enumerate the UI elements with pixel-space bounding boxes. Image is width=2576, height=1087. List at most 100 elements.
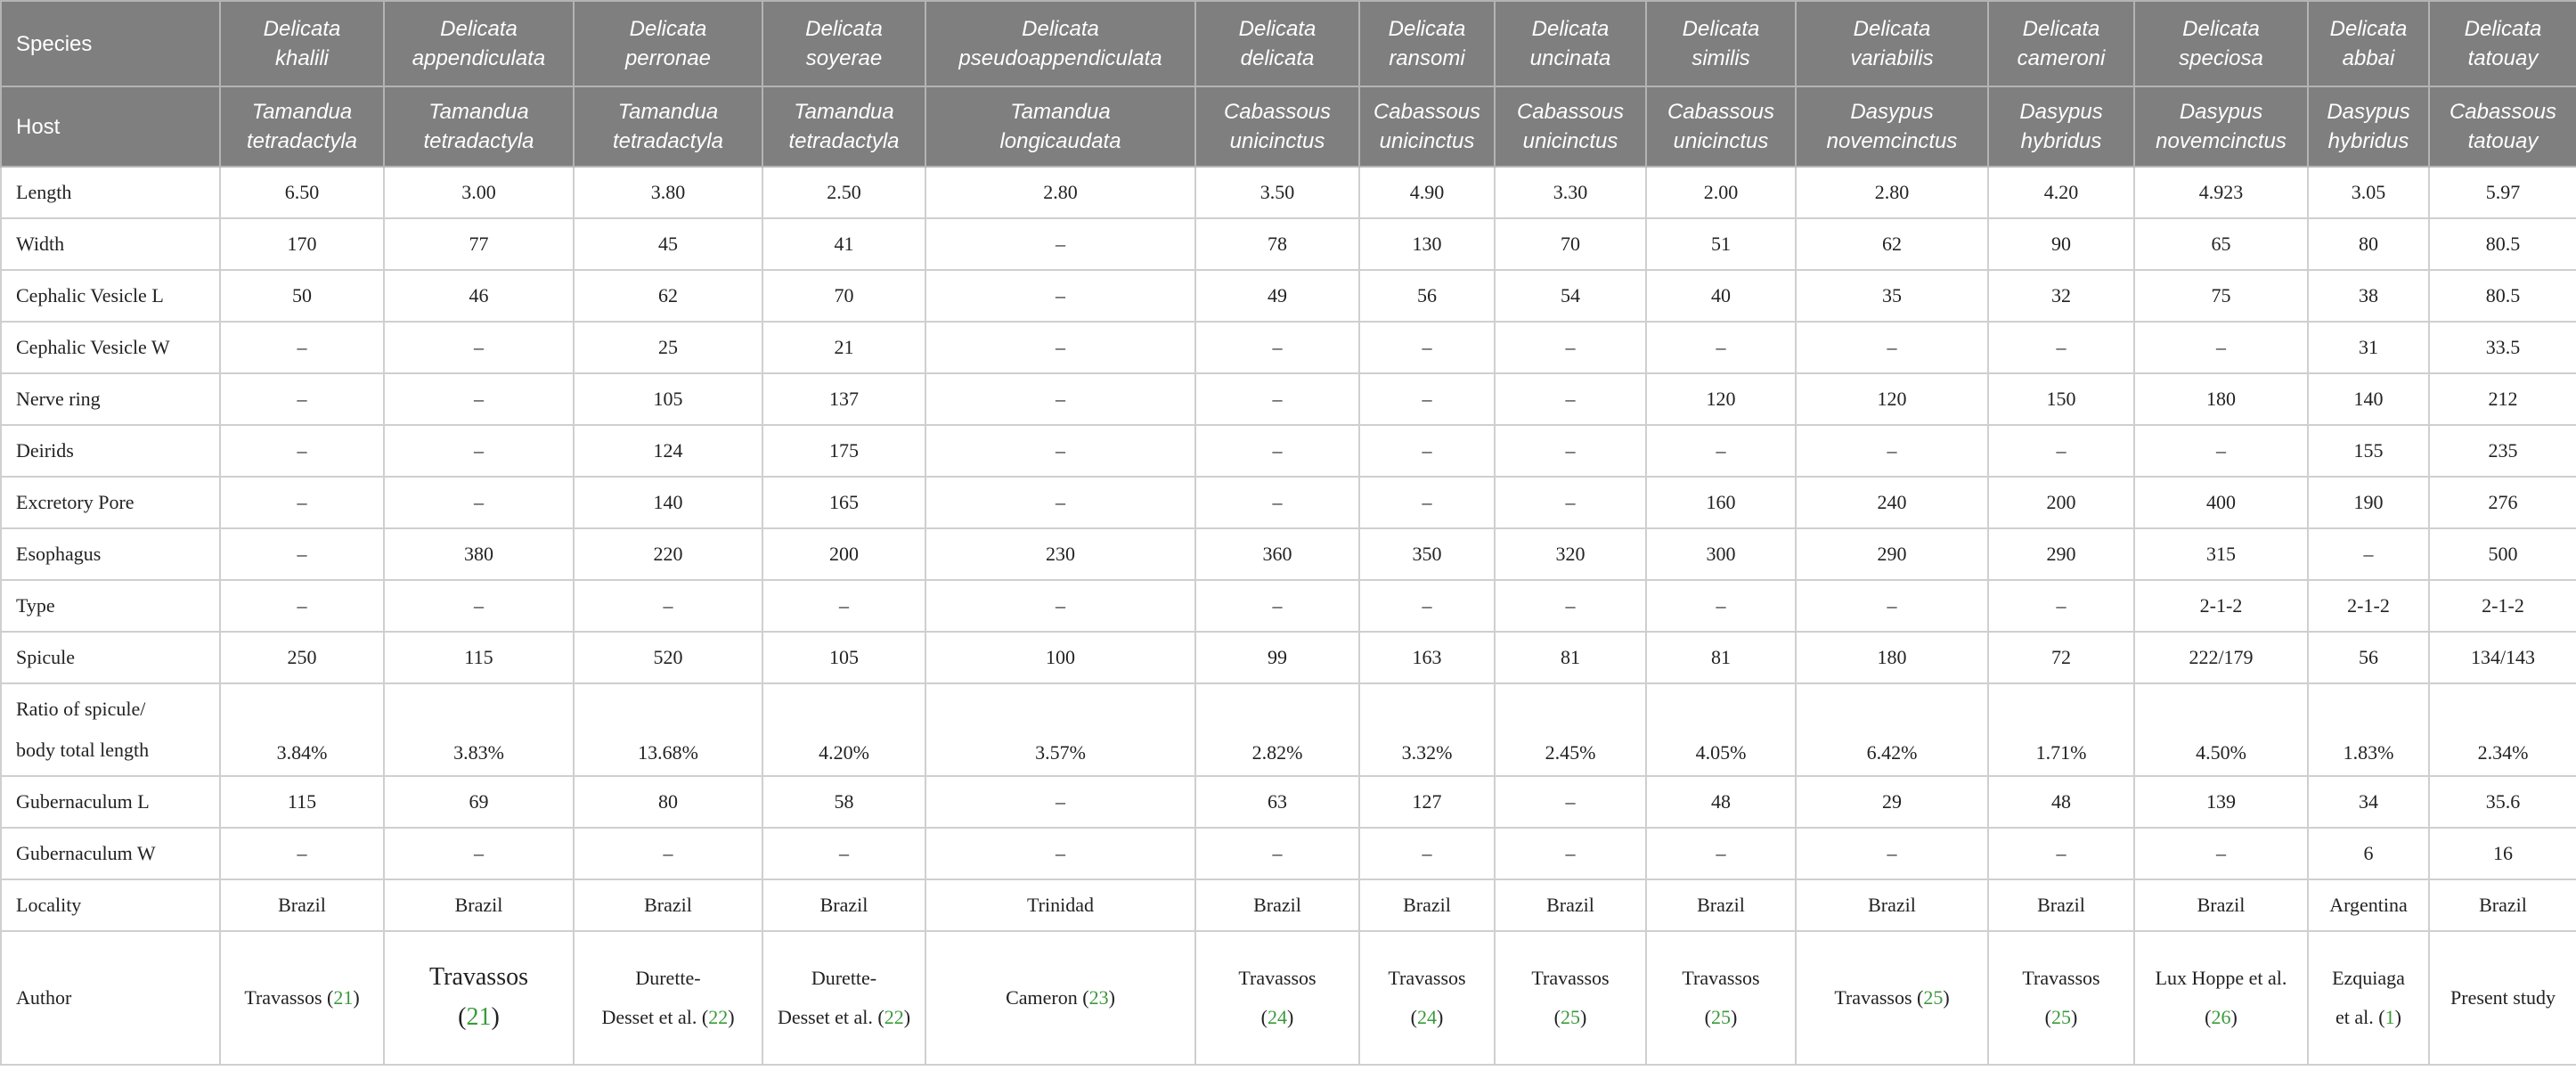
table-cell: – [1987, 424, 2135, 478]
species-genus: Delicata [1531, 17, 1610, 41]
reference-link[interactable]: 24 [1417, 1006, 1437, 1028]
table-cell: 115 [219, 775, 385, 829]
reference-link[interactable]: 1 [2384, 1006, 2395, 1028]
table-cell: 140 [2307, 372, 2430, 426]
table-cell: 175 [762, 424, 926, 478]
table-cell: 80 [2307, 217, 2430, 271]
author-paren: ) [491, 1003, 500, 1031]
table-cell: 200 [762, 527, 926, 581]
table-cell: – [573, 827, 763, 880]
table-cell: 56 [1358, 269, 1496, 323]
table-cell: 165 [762, 476, 926, 529]
table-cell: 54 [1494, 269, 1647, 323]
table-cell: 127 [1358, 775, 1496, 829]
table-cell: 63 [1194, 775, 1360, 829]
reference-link[interactable]: 24 [1268, 1006, 1287, 1028]
table-cell: 81 [1645, 631, 1797, 684]
table-cell: – [1645, 321, 1797, 374]
table-cell: 315 [2133, 527, 2309, 581]
table-cell: 3.30 [1494, 166, 1647, 219]
table-cell: – [1494, 321, 1647, 374]
host-header-cell: Cabassous unicinctus [1494, 86, 1647, 168]
table-cell: – [2133, 424, 2309, 478]
author-cell: Travassos (21) [383, 930, 575, 1066]
table-cell: Brazil [1194, 879, 1360, 932]
table-cell: 46 [383, 269, 575, 323]
species-genus: Delicata [2329, 17, 2408, 41]
table-cell: 62 [1795, 217, 1989, 271]
table-cell: – [219, 579, 385, 633]
table-cell: 3.57% [925, 682, 1196, 777]
table-cell: – [1795, 321, 1989, 374]
host-header-cell: Cabassous unicinctus [1358, 86, 1496, 168]
author-name: Travassos [1531, 967, 1610, 989]
reference-link[interactable]: 22 [708, 1006, 729, 1028]
author-paren: ) [728, 1006, 735, 1028]
reference-link[interactable]: 26 [2211, 1006, 2231, 1028]
table-cell: 105 [762, 631, 926, 684]
reference-link[interactable]: 25 [1561, 1006, 1580, 1028]
table-cell: 163 [1358, 631, 1496, 684]
table-cell: – [925, 269, 1196, 323]
author-name: Travassos [429, 963, 528, 991]
author-name: Durette- [811, 967, 877, 989]
table-cell: 4.20% [762, 682, 926, 777]
host-epithet: unicinctus [1522, 129, 1618, 153]
species-genus: Delicata [2464, 17, 2542, 41]
table-cell: – [1645, 579, 1797, 633]
table-row: Locality Brazil Brazil Brazil Brazil Trinidad… [0, 879, 2576, 932]
host-genus: Cabassous [1516, 100, 1625, 124]
species-epithet: similis [1692, 46, 1750, 70]
species-genus: Delicata [805, 17, 883, 41]
species-epithet: tatouay [2467, 46, 2539, 70]
host-epithet: unicinctus [1379, 129, 1475, 153]
table-cell: – [925, 424, 1196, 478]
species-header-cell: Delicata khalili [219, 0, 385, 87]
table-cell: – [925, 579, 1196, 633]
species-header-cell: Delicata variabilis [1795, 0, 1989, 87]
reference-link[interactable]: 25 [1923, 986, 1944, 1009]
table-cell: 51 [1645, 217, 1797, 271]
row-label-line: body total length [16, 739, 150, 761]
host-epithet: hybridus [2020, 129, 2102, 153]
row-label: Spicule [0, 631, 221, 684]
host-genus: Tamandua [251, 100, 353, 124]
reference-link[interactable]: 23 [1088, 986, 1109, 1009]
table-cell: Brazil [1987, 879, 2135, 932]
table-body: Length 6.50 3.00 3.80 2.50 2.80 3.50 4.90 3.30 2.… [0, 166, 2576, 1066]
host-label: Host [0, 86, 221, 168]
table-row: Gubernaculum L 115 69 80 58–63 127–48 29 48 139 3… [0, 775, 2576, 829]
reference-link[interactable]: 21 [333, 986, 354, 1009]
reference-link[interactable]: 22 [884, 1006, 904, 1028]
table-cell: – [1645, 827, 1797, 880]
table-cell: Brazil [219, 879, 385, 932]
table-cell: 190 [2307, 476, 2430, 529]
table-row: Gubernaculum W – – – – – – – – – – – –6 16 [0, 827, 2576, 880]
table-cell: 41 [762, 217, 926, 271]
table-cell: Brazil [573, 879, 763, 932]
table-cell: 380 [383, 527, 575, 581]
table-cell: – [573, 579, 763, 633]
table-cell: 3.00 [383, 166, 575, 219]
species-header-cell: Delicata uncinata [1494, 0, 1647, 87]
table-cell: 49 [1194, 269, 1360, 323]
species-genus: Delicata [440, 17, 518, 41]
table-cell: 33.5 [2428, 321, 2576, 374]
author-name: Travassos [1238, 967, 1317, 989]
host-epithet: tetradactyla [246, 129, 358, 153]
table-cell: – [925, 321, 1196, 374]
host-header-cell: Tamandua longicaudata [925, 86, 1196, 168]
table-cell: 120 [1795, 372, 1989, 426]
reference-link[interactable]: 21 [466, 1003, 492, 1031]
table-cell: 48 [1987, 775, 2135, 829]
host-genus: Tamandua [1010, 100, 1111, 124]
table-cell: – [1494, 372, 1647, 426]
species-header-cell: Delicata soyerae [762, 0, 926, 87]
table-cell: 500 [2428, 527, 2576, 581]
table-cell: 6 [2307, 827, 2430, 880]
reference-link[interactable]: 25 [1711, 1006, 1731, 1028]
reference-link[interactable]: 25 [2051, 1006, 2071, 1028]
table-cell: 16 [2428, 827, 2576, 880]
table-cell: – [1987, 321, 2135, 374]
table-cell: 4.20 [1987, 166, 2135, 219]
